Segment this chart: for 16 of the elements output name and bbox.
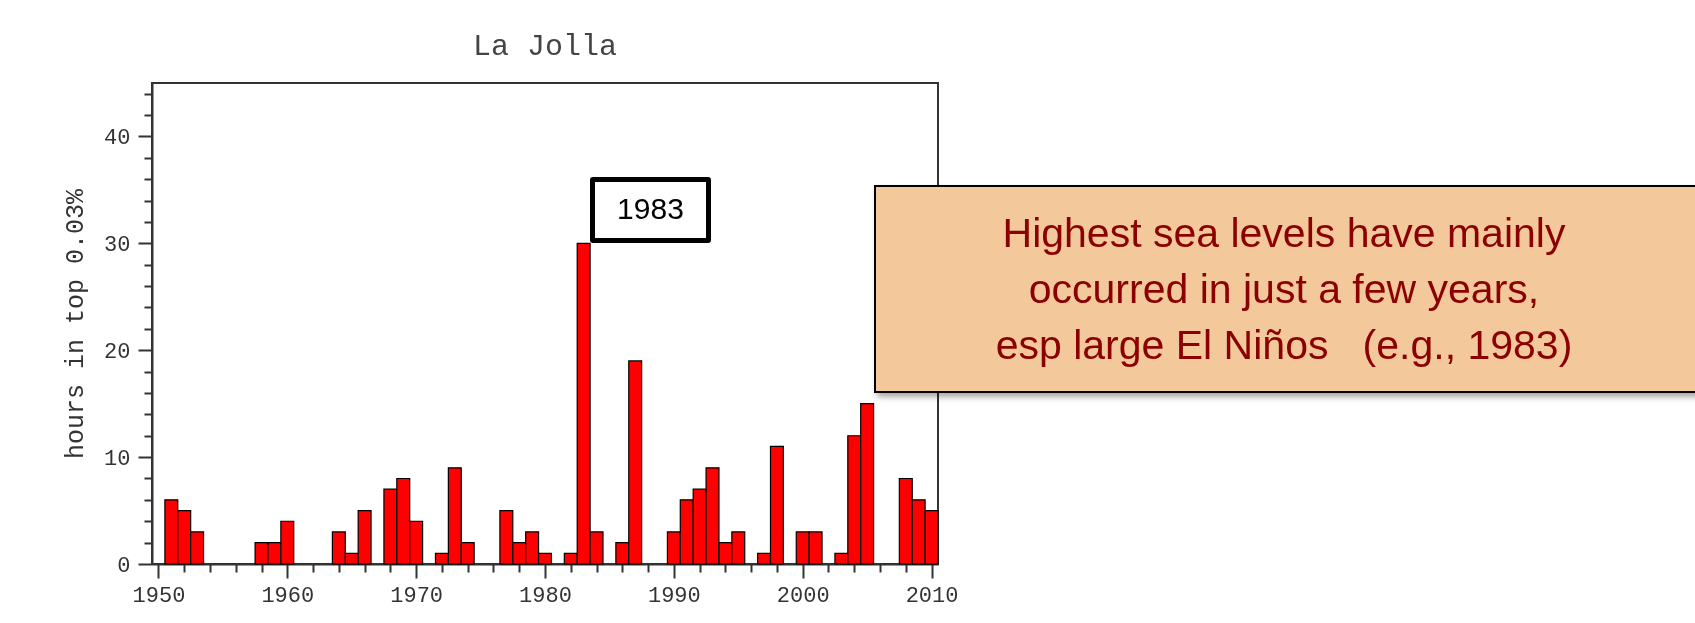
y-tick-label: 40 bbox=[104, 125, 131, 151]
x-tick-label: 2010 bbox=[905, 583, 959, 609]
x-tick-label: 1960 bbox=[261, 583, 315, 609]
y-tick-label: 10 bbox=[104, 446, 131, 472]
x-tick-label: 1980 bbox=[519, 583, 572, 609]
y-tick-label: 30 bbox=[104, 232, 131, 258]
x-tick-label: 1950 bbox=[132, 583, 186, 609]
chart-title: La Jolla bbox=[472, 29, 618, 64]
y-axis-title: hours in top 0.03% bbox=[62, 187, 92, 460]
callout-box: Highest sea levels have mainly occurred in just a few years, esp large El Niños (e.g., 1983) bbox=[874, 185, 1695, 393]
x-tick-label: 1990 bbox=[647, 583, 701, 609]
x-tick-label: 1970 bbox=[390, 583, 444, 609]
y-tick-label: 20 bbox=[104, 339, 131, 365]
y-tick-label: 0 bbox=[117, 553, 131, 579]
label-box: 1983 bbox=[590, 177, 711, 244]
x-tick-label: 2000 bbox=[776, 583, 830, 609]
